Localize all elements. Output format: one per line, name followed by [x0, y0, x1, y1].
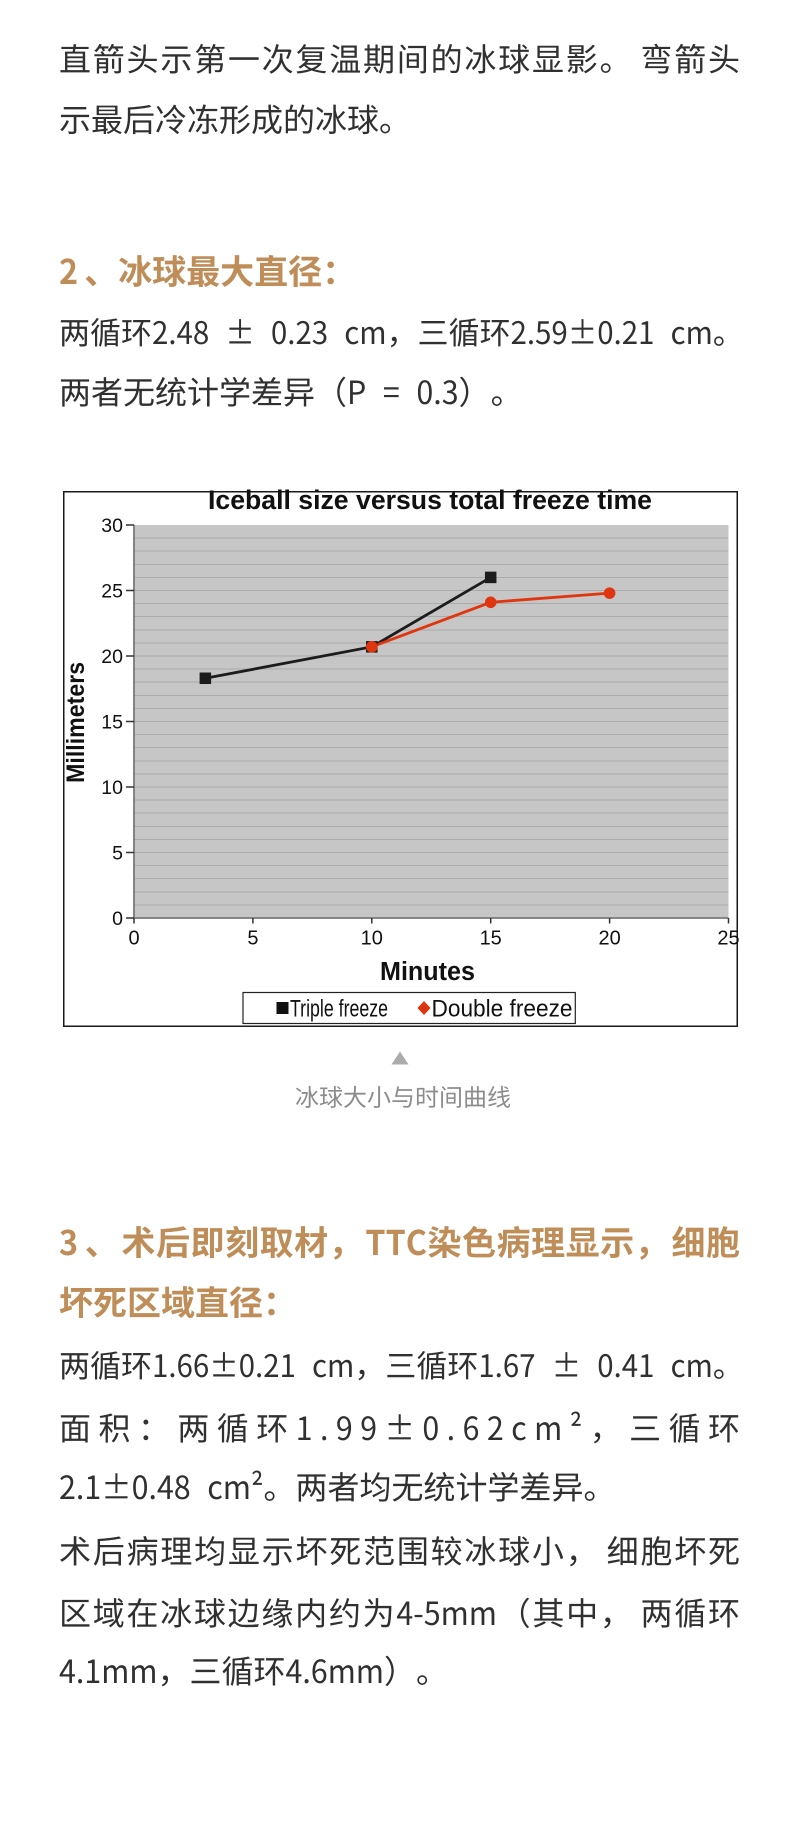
svg-text:25: 25: [101, 581, 123, 603]
svg-text:25: 25: [717, 928, 739, 950]
svg-text:Iceball size versus total free: Iceball size versus total freeze time: [208, 485, 652, 515]
svg-text:15: 15: [480, 928, 502, 950]
svg-text:10: 10: [101, 777, 123, 799]
svg-text:Double freeze: Double freeze: [432, 996, 573, 1023]
svg-text:10: 10: [361, 928, 383, 950]
svg-text:5: 5: [112, 843, 123, 865]
svg-text:20: 20: [101, 646, 123, 668]
svg-text:5: 5: [247, 928, 258, 950]
svg-text:0: 0: [128, 928, 139, 950]
svg-text:Minutes: Minutes: [380, 958, 475, 986]
svg-text:Millimeters: Millimeters: [62, 662, 90, 783]
svg-text:15: 15: [101, 712, 123, 734]
svg-text:0: 0: [112, 908, 123, 930]
svg-text:30: 30: [101, 515, 123, 537]
svg-text:20: 20: [598, 928, 620, 950]
svg-text:Triple freeze: Triple freeze: [290, 996, 388, 1023]
